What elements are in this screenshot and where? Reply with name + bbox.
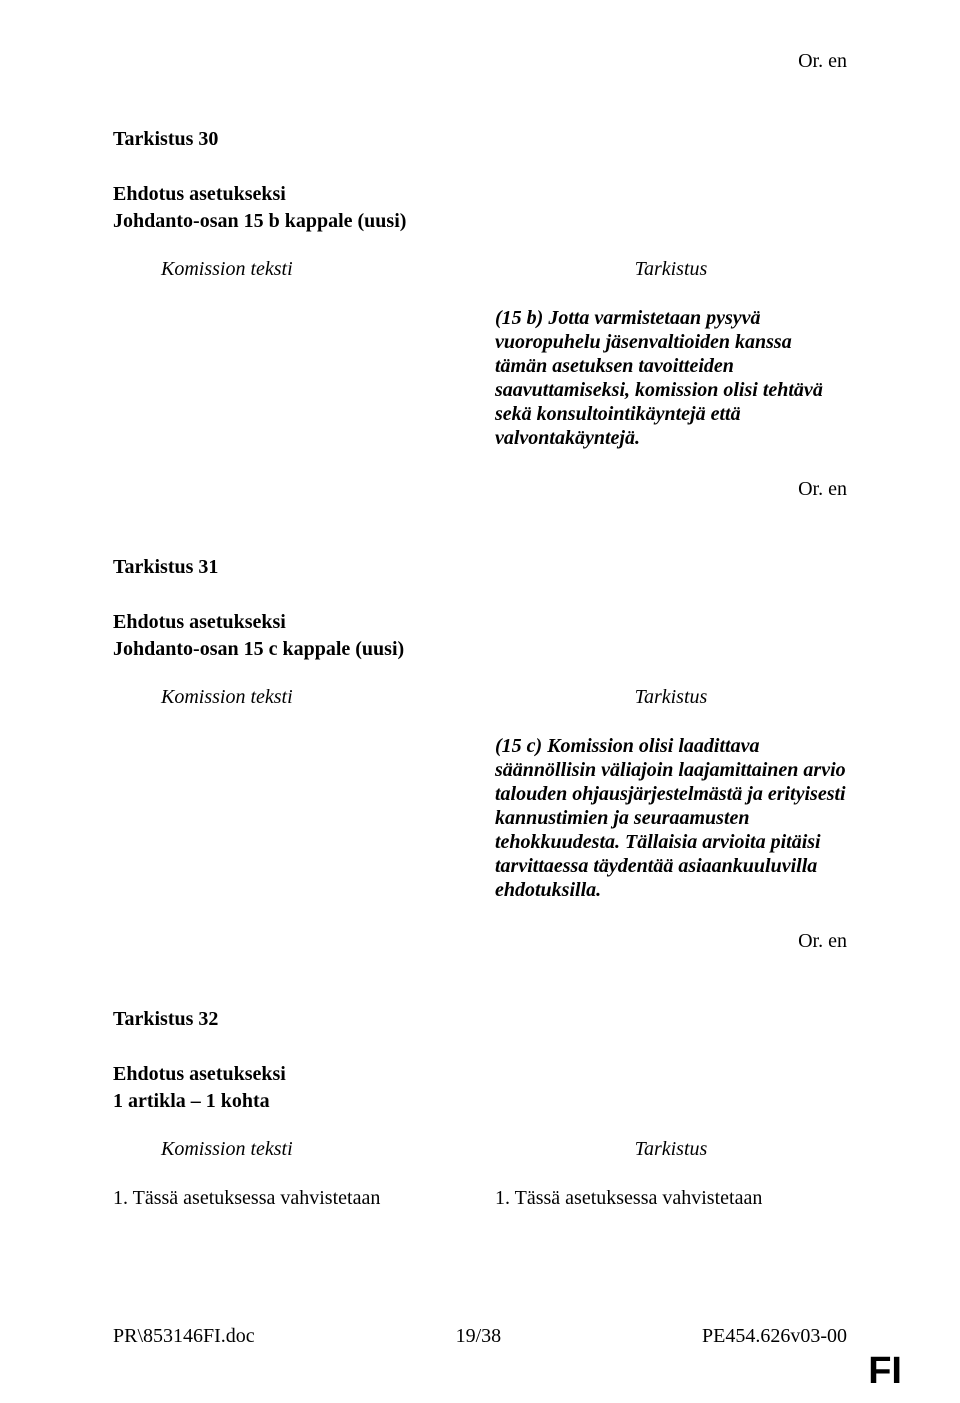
section-label: 1 artikla – 1 kohta bbox=[113, 1090, 847, 1113]
right-column: Tarkistus 1. Tässä asetuksessa vahvistet… bbox=[495, 1138, 847, 1210]
page-language-mark: FI bbox=[868, 1350, 902, 1393]
footer-center: 19/38 bbox=[456, 1325, 502, 1348]
proposal-label: Ehdotus asetukseksi bbox=[113, 1063, 847, 1086]
left-col-heading: Komission teksti bbox=[113, 1138, 465, 1161]
proposal-label: Ehdotus asetukseksi bbox=[113, 611, 847, 634]
amendment-30: Tarkistus 30 Ehdotus asetukseksi Johdant… bbox=[113, 128, 847, 501]
footer-left: PR\853146FI.doc bbox=[113, 1325, 255, 1348]
language-marker: Or. en bbox=[113, 930, 847, 953]
language-marker: Or. en bbox=[113, 478, 847, 501]
right-col-body: 1. Tässä asetuksessa vahvistetaan bbox=[495, 1186, 847, 1210]
right-col-heading: Tarkistus bbox=[495, 686, 847, 709]
left-col-heading: Komission teksti bbox=[113, 686, 465, 709]
right-column: Tarkistus (15 c) Komission olisi laaditt… bbox=[495, 686, 847, 902]
left-col-heading: Komission teksti bbox=[113, 258, 465, 281]
left-column: Komission teksti 1. Tässä asetuksessa va… bbox=[113, 1138, 465, 1210]
right-col-heading: Tarkistus bbox=[495, 1138, 847, 1161]
amendment-columns: Komission teksti 1. Tässä asetuksessa va… bbox=[113, 1138, 847, 1210]
amendment-number: Tarkistus 32 bbox=[113, 1008, 847, 1031]
proposal-label: Ehdotus asetukseksi bbox=[113, 183, 847, 206]
page-footer: PR\853146FI.doc 19/38 PE454.626v03-00 bbox=[113, 1325, 847, 1348]
left-column: Komission teksti bbox=[113, 686, 465, 902]
amendment-32: Tarkistus 32 Ehdotus asetukseksi 1 artik… bbox=[113, 1008, 847, 1210]
amendment-number: Tarkistus 30 bbox=[113, 128, 847, 151]
right-col-heading: Tarkistus bbox=[495, 258, 847, 281]
footer-right: PE454.626v03-00 bbox=[702, 1325, 847, 1348]
left-col-body: 1. Tässä asetuksessa vahvistetaan bbox=[113, 1186, 465, 1210]
amendment-columns: Komission teksti Tarkistus (15 b) Jotta … bbox=[113, 258, 847, 450]
language-marker-top: Or. en bbox=[113, 50, 847, 73]
page: Or. en Tarkistus 30 Ehdotus asetukseksi … bbox=[0, 0, 960, 1403]
amendment-number: Tarkistus 31 bbox=[113, 556, 847, 579]
right-col-body: (15 b) Jotta varmistetaan pysyvä vuoropu… bbox=[495, 306, 847, 450]
right-col-body: (15 c) Komission olisi laadittava säännö… bbox=[495, 734, 847, 902]
right-column: Tarkistus (15 b) Jotta varmistetaan pysy… bbox=[495, 258, 847, 450]
left-column: Komission teksti bbox=[113, 258, 465, 450]
section-label: Johdanto-osan 15 b kappale (uusi) bbox=[113, 210, 847, 233]
section-label: Johdanto-osan 15 c kappale (uusi) bbox=[113, 638, 847, 661]
amendment-31: Tarkistus 31 Ehdotus asetukseksi Johdant… bbox=[113, 556, 847, 953]
amendment-columns: Komission teksti Tarkistus (15 c) Komiss… bbox=[113, 686, 847, 902]
